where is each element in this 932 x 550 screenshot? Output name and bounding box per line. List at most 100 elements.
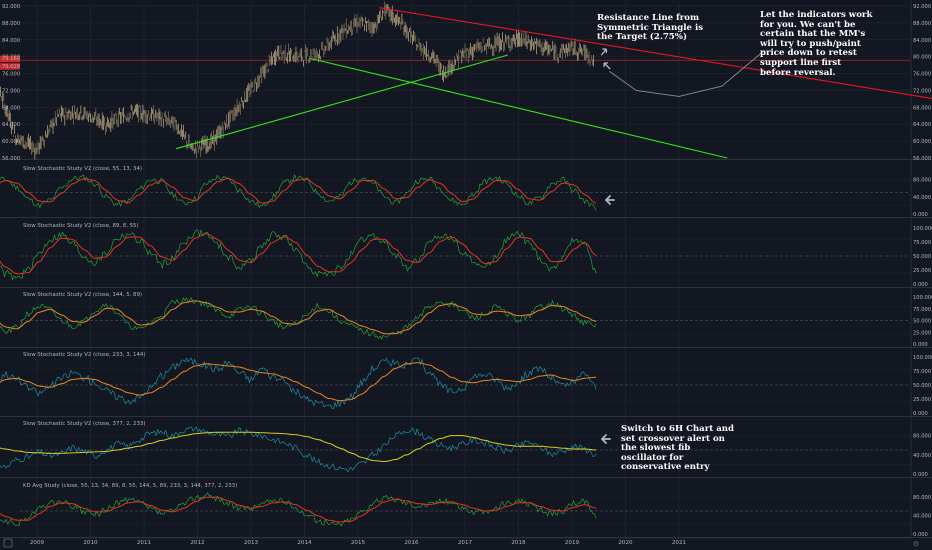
oscillator-tick-label: 0.000 [913,411,928,417]
switch-note: Switch to 6H Chart and set crossover ale… [621,424,735,473]
x-tick-label: 2014 [297,540,312,546]
oscillator-title: Slow Stochastic Study V2 (close, 55, 13,… [23,166,142,172]
series-line-d[interactable] [0,431,597,462]
x-tick-label: 2020 [618,540,633,546]
oscillator-tick-label: 0.000 [913,472,928,478]
grid-layer [0,0,932,538]
price-tick-label-right: 88.000 [913,21,931,27]
oscillator-tick-label: 80.000 [913,495,931,501]
indicators-note: Let the indicators work for you. We can'… [760,10,873,78]
series-line-k[interactable] [0,229,597,281]
price-label-current: 79.160 [2,56,20,62]
price-candles[interactable] [0,1,594,160]
oscillator-tick-label: 75.000 [913,240,931,246]
price-tick-label: 88.000 [2,21,20,27]
price-tick-label: 92.000 [2,4,20,10]
price-tick-label-right: 72.000 [913,88,931,94]
x-tick-label: 2021 [672,540,687,546]
resistance-trendline[interactable] [379,7,932,106]
price-pane[interactable] [0,1,932,160]
oscillator-tick-label: 25.000 [913,330,931,336]
arrow-left-icon [601,434,611,444]
series-line-k[interactable] [0,492,597,527]
x-tick-label: 2012 [190,540,204,546]
up-right-arrow-icon [600,48,608,56]
x-tick-label: 2013 [244,540,259,546]
oscillator-tick-label: 25.000 [913,397,931,403]
oscillator-pane-4[interactable]: Slow Stochastic Study V2 (close, 233, 3,… [0,352,910,410]
oscillator-title: KD Avg Study (close, 55, 13, 34, 89, 8, … [23,483,237,489]
x-tick-label: 2009 [30,540,45,546]
series-line-k[interactable] [0,297,597,340]
price-tick-label-right: 68.000 [913,105,931,111]
price-tick-label: 76.000 [2,72,20,78]
series-line-d[interactable] [0,496,597,523]
price-tick-label-right: 80.000 [913,55,931,61]
series-line-d[interactable] [0,300,597,335]
oscillator-tick-label: 80.000 [913,178,931,184]
oscillator-tick-label: 40.000 [913,453,931,459]
price-tick-label-right: 92.000 [913,4,931,10]
price-tick-label: 84.000 [2,38,20,44]
oscillator-title: Slow Stochastic Study V2 (close, 377, 2,… [23,421,145,427]
price-tick-label-right: 56.000 [913,156,931,162]
series-line-d[interactable] [0,362,597,402]
oscillator-pane-6[interactable]: KD Avg Study (close, 55, 13, 34, 89, 8, … [0,483,910,527]
x-tick-label: 2017 [458,540,473,546]
up-left-arrow-icon [603,62,611,70]
oscillator-tick-label: 0.000 [913,532,928,538]
oscillator-tick-label: 0.000 [913,212,928,218]
price-label-close: 79.028 [2,64,20,70]
oscillator-title: Slow Stochastic Study V2 (close, 233, 3,… [23,352,145,358]
tradingview-logo-icon [3,538,13,548]
x-tick-label: 2015 [351,540,366,546]
price-tick-label: 68.000 [2,105,20,111]
x-tick-label: 2010 [83,540,98,546]
oscillator-pane-2[interactable]: Slow Stochastic Study V2 (close, 89, 8, … [0,223,910,281]
series-line-d[interactable] [0,177,597,204]
axis-layer: 2009 2010 2011 2012 2013 2014 2015 2016 2017 2018… [0,4,932,548]
series-line-k[interactable] [0,426,597,473]
oscillator-title: Slow Stochastic Study V2 (close, 144, 5,… [23,292,142,298]
oscillator-tick-label: 100.000 [913,226,932,232]
series-line-d[interactable] [0,233,597,275]
oscillator-tick-label: 50.000 [913,383,931,389]
support-trendline[interactable] [175,54,508,150]
x-tick-label: 2018 [511,540,526,546]
oscillator-tick-label: 50.000 [913,254,931,260]
oscillator-pane-3[interactable]: Slow Stochastic Study V2 (close, 144, 5,… [0,292,910,340]
resistance-note: Resistance Line from Symmetric Triangle … [597,13,704,43]
projection-curve [609,49,765,97]
price-tick-label: 72.000 [2,88,20,94]
oscillator-tick-label: 0.000 [913,342,928,348]
oscillator-tick-label: 75.000 [913,307,931,313]
x-tick-label: 2011 [137,540,152,546]
oscillator-tick-label: 100.000 [913,355,932,361]
oscillator-tick-label: 40.000 [913,514,931,520]
arrow-left-icon [605,195,615,205]
oscillator-tick-label: 100.000 [913,295,932,301]
x-tick-label: 2019 [565,540,580,546]
oscillator-pane-1[interactable]: Slow Stochastic Study V2 (close, 55, 13,… [0,166,910,211]
oscillator-tick-label: 0.000 [913,282,928,288]
price-tick-label-right: 64.000 [913,122,931,128]
oscillator-title: Slow Stochastic Study V2 (close, 89, 8, … [23,223,139,229]
price-tick-label-right: 60.000 [913,139,931,145]
oscillator-tick-label: 80.000 [913,434,931,440]
oscillator-tick-label: 25.000 [913,268,931,274]
oscillator-tick-label: 40.000 [913,195,931,201]
oscillator-panes[interactable]: Slow Stochastic Study V2 (close, 55, 13,… [0,166,910,527]
price-tick-label-right: 76.000 [913,72,931,78]
oscillator-tick-label: 75.000 [913,369,931,375]
price-label-box [0,63,20,70]
price-tick-label: 64.000 [2,122,20,128]
price-label-box [0,55,20,63]
x-tick-label: 2016 [404,540,419,546]
price-tick-label-right: 84.000 [913,38,931,44]
settings-gear-icon[interactable]: ⚙ [913,540,920,548]
lower-support-trendline[interactable] [309,57,728,159]
oscillator-pane-5[interactable]: Slow Stochastic Study V2 (close, 377, 2,… [0,421,910,473]
price-tick-label: 56.000 [2,156,20,162]
